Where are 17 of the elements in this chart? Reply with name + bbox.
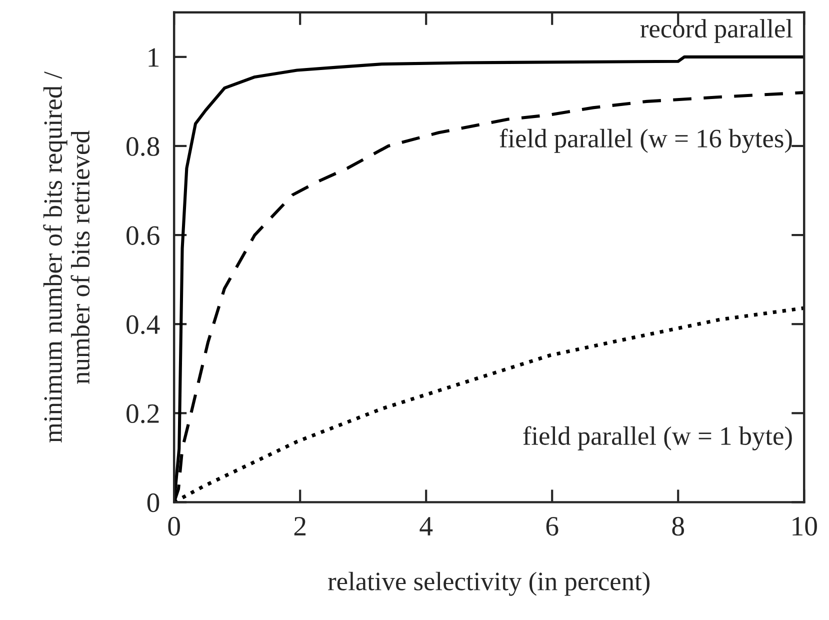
- text: field parallel (w = 1 byte): [523, 426, 792, 450]
- series-label: record parallel: [640, 19, 792, 44]
- series-label: field parallel (w = 16 bytes): [500, 128, 792, 153]
- x-axis-title: relative selectivity (in percent): [328, 572, 650, 596]
- y-axis-title: minimum number of bits required / number of bits retrieved: [43, 72, 90, 443]
- y-tick-label: 0.8: [126, 137, 160, 156]
- x-tick-label: 10: [792, 516, 817, 536]
- x-tick-label: 8: [672, 516, 684, 536]
- y-tick-label: 0: [147, 493, 160, 512]
- x-tick-label: 4: [420, 517, 433, 536]
- y-tick-label: 0.6: [126, 226, 160, 246]
- y-tick-label: 1: [148, 48, 159, 67]
- x-tick-label: 6: [546, 516, 558, 536]
- y-tick-label: 0.4: [126, 315, 160, 334]
- y-tick-label: 0.2: [126, 404, 159, 424]
- x-tick-label: 0: [168, 516, 180, 536]
- x-tick-label: 2: [294, 516, 306, 536]
